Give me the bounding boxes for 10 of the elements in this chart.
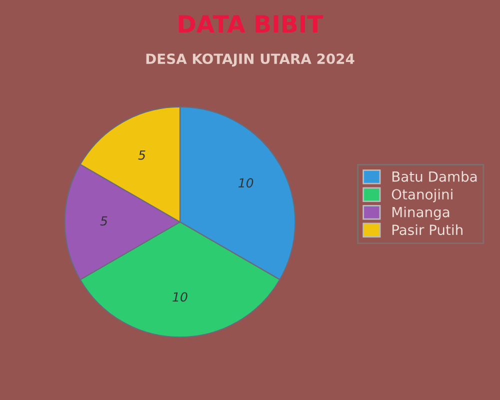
chart-title: DATA BIBIT [178, 15, 324, 33]
legend-label: Otanojini [392, 188, 452, 202]
data-label: 5 [138, 150, 146, 160]
data-label: 5 [100, 216, 108, 226]
legend-label: Minanga [392, 206, 450, 220]
legend-label: Batu Damba [392, 171, 477, 182]
legend-label: Pasir Putih [392, 224, 462, 236]
data-label: 10 [238, 178, 254, 188]
chart-subtitle: DESA KOTAJIN UTARA 2024 [146, 54, 354, 67]
data-label: 10 [172, 292, 188, 302]
